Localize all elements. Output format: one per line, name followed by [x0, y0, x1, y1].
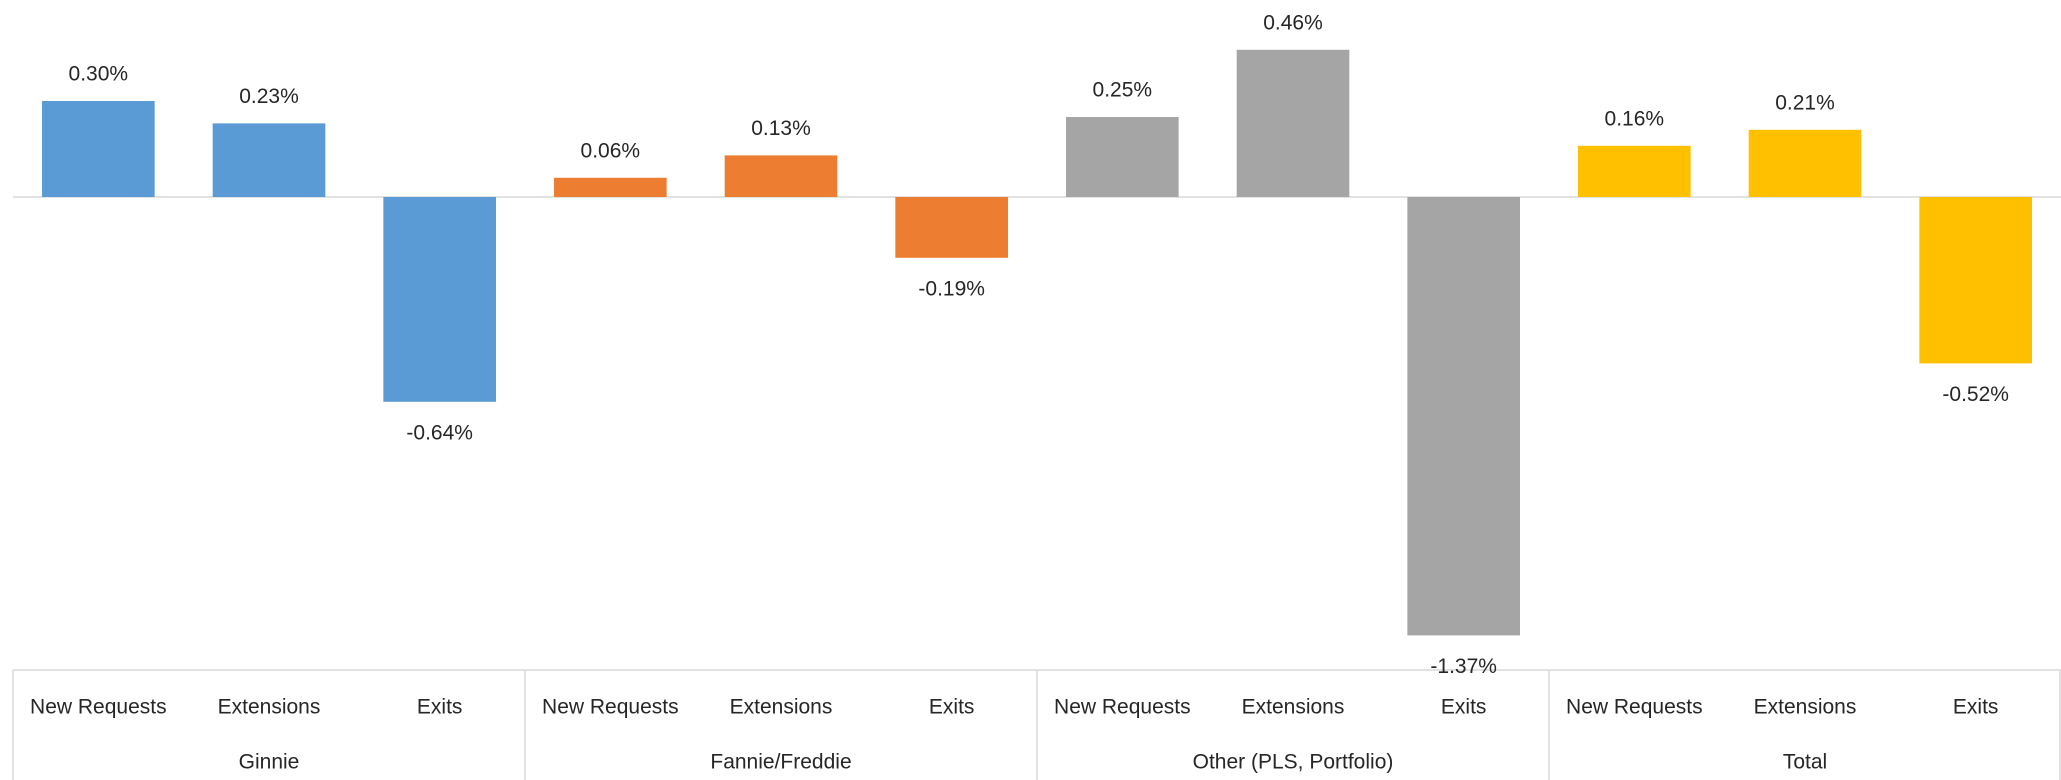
data-label: -1.37%: [1430, 655, 1497, 678]
x-tick-label: New Requests: [542, 696, 679, 719]
group-label: Fannie/Freddie: [710, 751, 851, 774]
x-tick-label: Extensions: [730, 696, 833, 719]
group-label: Total: [1783, 751, 1827, 774]
data-label: 0.46%: [1263, 11, 1323, 34]
data-label: -0.64%: [406, 421, 473, 444]
data-label: -0.52%: [1942, 383, 2009, 406]
group-label: Ginnie: [239, 751, 300, 774]
data-label: 0.21%: [1775, 91, 1835, 114]
data-label: 0.16%: [1605, 107, 1665, 130]
data-label: 0.25%: [1093, 79, 1153, 102]
bar: [1407, 197, 1520, 636]
bar: [42, 101, 155, 197]
group-label: Other (PLS, Portfolio): [1193, 751, 1394, 774]
bar: [724, 155, 838, 197]
data-label: 0.23%: [239, 85, 299, 108]
data-label: -0.19%: [918, 277, 985, 300]
bar: [1066, 117, 1179, 197]
data-label: 0.13%: [751, 117, 811, 140]
data-label: 0.06%: [581, 139, 641, 162]
bar: [1236, 49, 1350, 197]
x-tick-label: Exits: [1953, 696, 1999, 719]
x-tick-label: Extensions: [1242, 696, 1345, 719]
bar: [895, 197, 1008, 258]
x-tick-label: New Requests: [1054, 696, 1191, 719]
x-tick-label: Extensions: [218, 696, 321, 719]
bar: [554, 177, 667, 197]
bar: [1748, 129, 1862, 197]
bar: [383, 197, 496, 402]
x-tick-label: Exits: [1441, 696, 1487, 719]
bar: [1578, 145, 1691, 197]
x-tick-label: New Requests: [30, 696, 167, 719]
bar: [1919, 197, 2032, 364]
data-label: 0.30%: [69, 63, 129, 86]
bar: [212, 123, 326, 197]
x-tick-label: Exits: [929, 696, 975, 719]
x-tick-label: Exits: [417, 696, 463, 719]
x-tick-label: New Requests: [1566, 696, 1703, 719]
x-tick-label: Extensions: [1754, 696, 1857, 719]
